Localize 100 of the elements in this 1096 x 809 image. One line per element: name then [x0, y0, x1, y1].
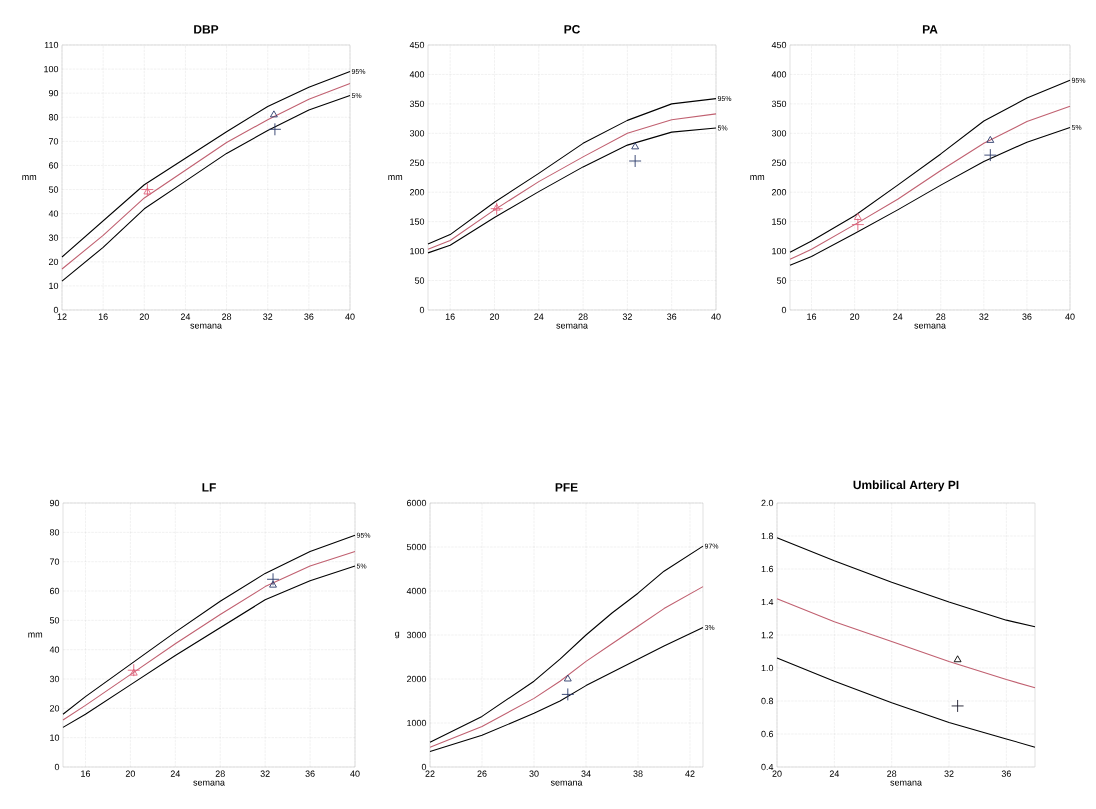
line-series: [789, 126, 1071, 266]
y-tick-label: 10: [49, 282, 59, 290]
y-tick-label: 90: [48, 89, 59, 97]
y-tick-label: 20: [49, 705, 60, 712]
y-tick-label: 0: [781, 306, 787, 314]
x-tick-label: 36: [667, 313, 677, 320]
y-tick-label: 150: [772, 218, 787, 225]
x-tick-label: 20: [139, 313, 149, 320]
y-tick-label: 2000: [406, 675, 427, 683]
x-tick-label: 28: [936, 313, 946, 320]
y-tick-label: 0.6: [761, 730, 774, 738]
x-axis-title: semana: [556, 323, 588, 329]
y-tick-label: 450: [409, 41, 425, 49]
x-axis-title: semana: [190, 323, 222, 329]
x-tick-label: 32: [979, 313, 989, 320]
x-tick-label: 38: [633, 770, 643, 777]
line-series: [776, 598, 1036, 689]
y-axis-title: mm: [750, 175, 765, 180]
x-axis-title: semana: [193, 780, 225, 786]
y-tick-label: 90: [49, 499, 60, 507]
y-tick-label: 400: [409, 71, 425, 78]
line-series: [429, 545, 704, 743]
x-tick-label: 16: [445, 313, 455, 320]
y-tick-label: 350: [409, 100, 425, 108]
x-axis-title: semana: [550, 780, 583, 786]
x-tick-label: 40: [350, 770, 360, 777]
y-tick-label: 30: [48, 234, 59, 241]
y-tick-label: 80: [48, 114, 59, 121]
y-tick-label: 0: [421, 763, 427, 771]
y-tick-label: 0: [419, 306, 425, 314]
y-tick-label: 300: [771, 130, 787, 137]
y-tick-label: 40: [49, 646, 60, 653]
x-tick-label: 40: [1065, 313, 1075, 320]
x-tick-label: 32: [622, 313, 632, 320]
x-tick-label: 28: [887, 770, 897, 777]
y-tick-label: 100: [44, 65, 59, 73]
y-tick-label: 3000: [406, 631, 427, 639]
x-tick-label: 22: [425, 770, 435, 777]
x-tick-label: 12: [57, 313, 67, 320]
y-tick-label: 1.0: [761, 664, 774, 672]
x-tick-label: 32: [944, 770, 954, 777]
x-tick-label: 36: [305, 770, 315, 777]
chart-title: PFE: [555, 483, 578, 492]
x-tick-label: 28: [215, 770, 225, 777]
x-tick-label: 36: [1001, 770, 1011, 777]
y-tick-label: 0: [53, 306, 59, 314]
y-tick-label: 50: [414, 277, 425, 284]
x-tick-label: 16: [98, 313, 108, 320]
y-axis-title: mm: [388, 175, 403, 180]
line-series: [789, 79, 1071, 253]
y-tick-label: 200: [771, 189, 787, 196]
x-tick-label: 40: [345, 313, 355, 320]
line-series: [776, 657, 1036, 748]
y-tick-label: 70: [49, 558, 60, 565]
y-tick-label: 1.6: [761, 565, 774, 573]
x-tick-label: 16: [81, 770, 91, 777]
y-tick-label: 1.2: [761, 631, 774, 639]
x-tick-label: 24: [534, 313, 544, 320]
y-tick-label: 0: [54, 763, 60, 771]
y-tick-label: 20: [48, 258, 59, 265]
y-tick-label: 2.0: [761, 499, 774, 507]
y-tick-label: 400: [771, 71, 787, 78]
chart-title: DBP: [194, 25, 219, 34]
y-tick-label: 4000: [406, 587, 427, 595]
x-axis-title: semana: [890, 780, 922, 786]
y-tick-label: 0.8: [761, 697, 774, 705]
x-tick-label: 24: [893, 313, 903, 320]
chart-title: PC: [564, 25, 580, 34]
y-tick-label: 1.4: [761, 598, 774, 606]
y-tick-label: 450: [771, 41, 787, 49]
y-tick-label: 30: [49, 675, 60, 683]
y-tick-label: 70: [48, 138, 59, 145]
chart-title: PA: [922, 25, 938, 34]
chart-title: LF: [202, 483, 216, 492]
x-tick-label: 30: [529, 770, 539, 777]
x-tick-label: 24: [170, 770, 181, 777]
x-axis-title: semana: [914, 323, 946, 329]
y-tick-label: 50: [776, 277, 787, 284]
y-tick-label: 110: [44, 41, 59, 49]
x-tick-label: 20: [489, 313, 500, 320]
x-tick-label: 20: [125, 770, 136, 777]
y-tick-label: 250: [409, 159, 425, 166]
x-tick-label: 40: [711, 313, 721, 320]
x-tick-label: 42: [685, 770, 695, 777]
x-tick-label: 36: [1022, 313, 1032, 320]
y-tick-label: 100: [410, 247, 425, 255]
x-tick-label: 28: [222, 313, 232, 320]
x-tick-label: 36: [304, 313, 314, 320]
y-tick-label: 60: [49, 587, 60, 595]
y-tick-label: 10: [50, 734, 60, 741]
y-tick-label: 5000: [406, 543, 427, 551]
y-tick-label: 6000: [406, 499, 427, 507]
y-tick-label: 300: [409, 130, 425, 137]
x-tick-label: 26: [477, 770, 487, 777]
y-tick-label: 1000: [407, 719, 427, 727]
y-tick-label: 350: [771, 100, 787, 108]
line-series: [776, 537, 1036, 628]
y-tick-label: 100: [772, 247, 787, 255]
y-tick-label: 1.8: [761, 532, 774, 540]
y-tick-label: 250: [771, 159, 787, 166]
